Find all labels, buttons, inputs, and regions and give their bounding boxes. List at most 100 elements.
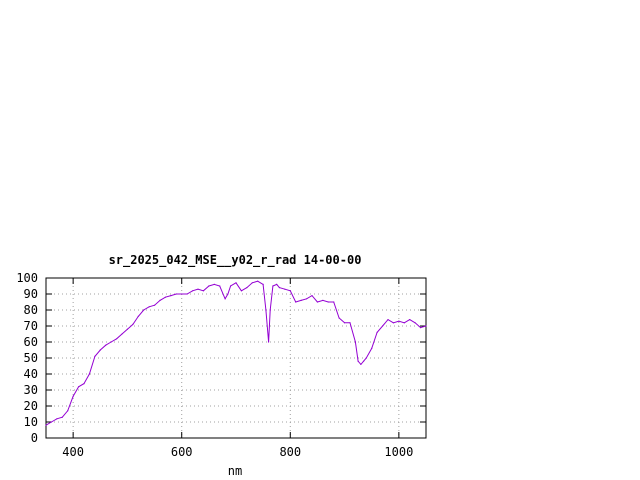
y-tick-label: 40 <box>24 367 38 381</box>
data-point <box>376 331 378 333</box>
ticks <box>46 277 426 439</box>
data-point <box>354 341 357 343</box>
data-point <box>246 287 248 289</box>
data-point <box>170 295 172 297</box>
data-point <box>115 338 118 340</box>
data-point <box>349 322 351 324</box>
data-point <box>409 319 411 321</box>
data-point <box>419 327 422 329</box>
data-point <box>72 395 74 397</box>
x-tick-label: 600 <box>171 445 193 459</box>
data-point <box>267 341 270 343</box>
data-point <box>316 301 319 303</box>
data-point <box>240 290 243 292</box>
data-point <box>186 293 188 295</box>
data-point <box>153 304 156 306</box>
data-point <box>181 293 183 295</box>
data-point <box>398 320 400 322</box>
y-tick-label: 90 <box>24 287 38 301</box>
data-point <box>284 288 286 290</box>
data-point <box>278 287 281 289</box>
data-point <box>357 360 359 362</box>
x-axis-label: nm <box>228 464 242 478</box>
data-point <box>219 285 221 287</box>
x-tick-label: 800 <box>279 445 301 459</box>
data-point <box>208 285 210 287</box>
data-point <box>61 416 63 418</box>
y-tick-label: 80 <box>24 303 38 317</box>
data-point <box>371 347 373 349</box>
series-line <box>45 280 427 426</box>
data-point <box>94 355 96 357</box>
data-point <box>295 301 297 303</box>
data-point <box>132 323 134 325</box>
data-point <box>343 322 346 324</box>
y-tick-label: 60 <box>24 335 38 349</box>
data-point <box>262 283 264 285</box>
data-point <box>360 363 362 365</box>
data-point <box>322 299 324 301</box>
data-point <box>88 373 91 375</box>
data-point <box>121 333 123 335</box>
data-point <box>392 322 395 324</box>
data-point <box>213 283 215 285</box>
data-point <box>327 301 329 303</box>
y-tick-label: 100 <box>16 271 38 285</box>
data-point <box>365 357 367 359</box>
x-tick-label: 400 <box>62 445 84 459</box>
data-point <box>67 410 69 412</box>
y-tick-labels: 0 10 20 30 40 50 60 70 80 90 100 <box>16 271 38 445</box>
data-point <box>338 317 340 319</box>
data-points <box>45 280 427 426</box>
data-point <box>50 421 53 423</box>
data-point <box>45 424 47 426</box>
data-point <box>56 418 58 420</box>
data-point <box>227 293 229 295</box>
data-point <box>305 298 308 300</box>
data-point <box>257 280 259 282</box>
data-point <box>235 282 237 284</box>
y-tick-label: 20 <box>24 399 38 413</box>
data-point <box>265 309 267 311</box>
data-point <box>300 299 302 301</box>
data-point <box>425 325 427 327</box>
y-tick-label: 70 <box>24 319 38 333</box>
data-point <box>110 341 112 343</box>
data-point <box>362 360 365 362</box>
data-point <box>224 298 226 300</box>
data-point <box>311 295 313 297</box>
y-tick-label: 0 <box>31 431 38 445</box>
data-point <box>159 299 161 301</box>
data-point <box>105 344 107 346</box>
data-point <box>126 328 129 330</box>
data-point <box>83 383 85 385</box>
data-point <box>175 293 177 295</box>
data-point <box>77 386 80 388</box>
data-point <box>143 309 145 311</box>
grid <box>46 278 426 438</box>
data-point <box>148 306 150 308</box>
data-point <box>229 285 232 287</box>
data-point <box>403 322 405 324</box>
data-point <box>164 296 167 298</box>
data-point <box>289 290 291 292</box>
y-tick-label: 30 <box>24 383 38 397</box>
data-point <box>137 315 139 317</box>
data-point <box>381 325 384 327</box>
data-point <box>251 282 253 284</box>
data-point <box>272 285 274 287</box>
data-point <box>333 301 335 303</box>
data-point <box>202 290 205 292</box>
chart-title: sr_2025_042_MSE__y02_r_rad 14-00-00 <box>109 253 362 268</box>
x-tick-label: 1000 <box>384 445 413 459</box>
data-point <box>191 290 194 292</box>
data-point <box>197 288 199 290</box>
data-point <box>414 322 416 324</box>
data-point <box>99 349 101 351</box>
y-tick-label: 50 <box>24 351 38 365</box>
data-point <box>269 309 271 311</box>
y-tick-label: 10 <box>24 415 38 429</box>
data-point <box>387 319 389 321</box>
data-point <box>276 283 278 285</box>
